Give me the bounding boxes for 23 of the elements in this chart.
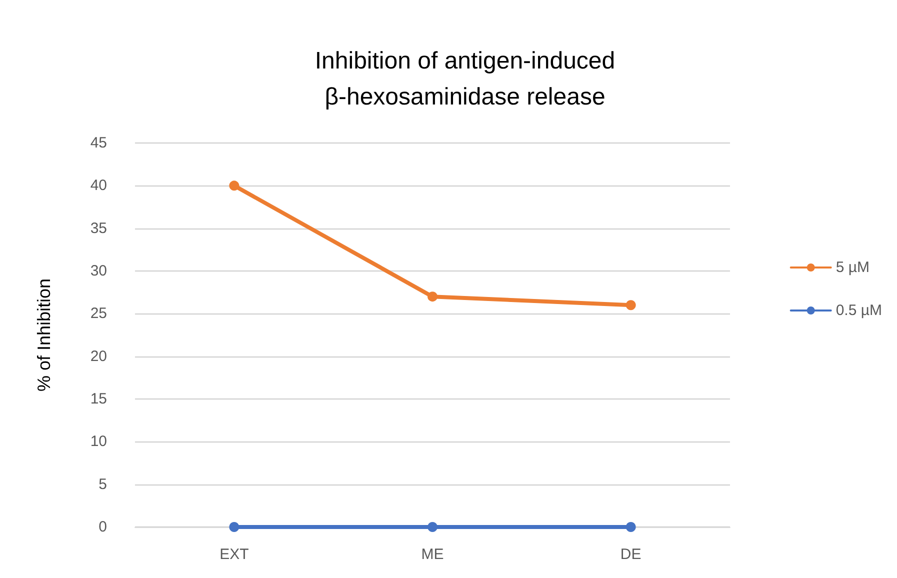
point (229, 522, 240, 532)
legend-label: 5 µM (836, 259, 870, 276)
x-tick-label: EXT (220, 546, 249, 563)
y-axis-title: % of Inhibition (34, 278, 54, 392)
y-tick-label: 45 (90, 134, 107, 152)
y-tick-label: 15 (90, 390, 107, 408)
y-tick-label: 10 (90, 433, 107, 450)
y-tick-label: 0 (98, 518, 107, 536)
y-tick-label: 40 (90, 177, 107, 194)
legend-label: 0.5 µM (836, 302, 882, 319)
y-tick-label: 30 (90, 262, 107, 280)
chart-title: Inhibition of antigen-induced β-hexosaminidase release (314, 48, 616, 110)
y-tick-label: 25 (90, 305, 107, 322)
x-tick-label: ME (421, 546, 444, 563)
point (428, 292, 438, 302)
y-tick-label: 5 (98, 476, 107, 493)
x-tick-label: DE (620, 546, 642, 563)
point (626, 300, 636, 310)
y-tick-label: 20 (90, 348, 107, 365)
point (229, 180, 240, 191)
point (626, 522, 636, 532)
y-tick-label: 35 (90, 220, 107, 237)
point (428, 522, 438, 532)
